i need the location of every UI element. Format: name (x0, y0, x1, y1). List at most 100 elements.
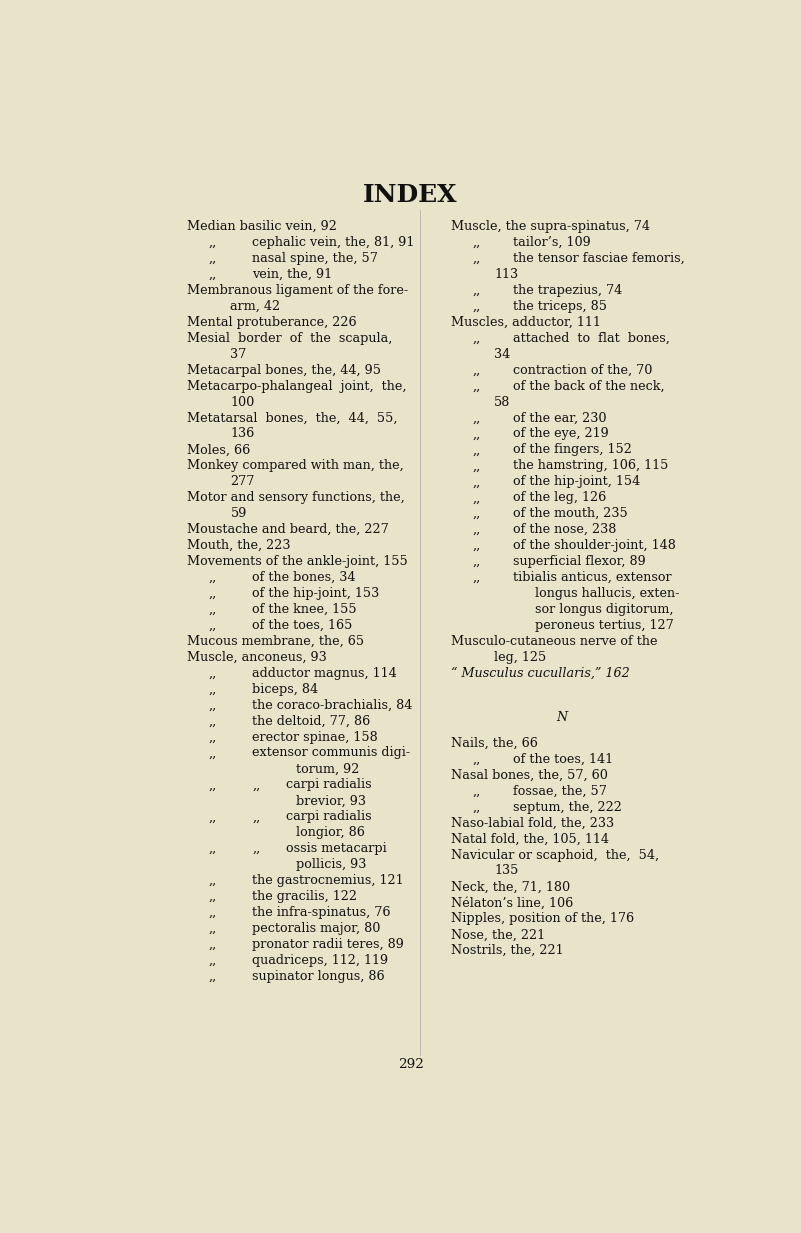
Text: 277: 277 (231, 475, 255, 488)
Text: longior, 86: longior, 86 (296, 826, 364, 840)
Text: ,,: ,, (209, 906, 217, 919)
Text: carpi radialis: carpi radialis (286, 810, 372, 824)
Text: ,,: ,, (473, 252, 481, 265)
Text: ,,: ,, (473, 539, 481, 552)
Text: Nose, the, 221: Nose, the, 221 (451, 928, 545, 941)
Text: superficial flexor, 89: superficial flexor, 89 (513, 555, 646, 568)
Text: vein, the, 91: vein, the, 91 (252, 268, 332, 281)
Text: ,,: ,, (209, 699, 217, 711)
Text: quadriceps, 112, 119: quadriceps, 112, 119 (252, 954, 388, 967)
Text: torum, 92: torum, 92 (296, 762, 359, 776)
Text: Metacarpo-phalangeal  joint,  the,: Metacarpo-phalangeal joint, the, (187, 380, 407, 392)
Text: of the shoulder-joint, 148: of the shoulder-joint, 148 (513, 539, 676, 552)
Text: ,,: ,, (473, 507, 481, 520)
Text: Nélaton’s line, 106: Nélaton’s line, 106 (451, 896, 573, 910)
Text: 100: 100 (231, 396, 255, 408)
Text: ,,: ,, (209, 667, 217, 679)
Text: ,,: ,, (209, 236, 217, 249)
Text: brevior, 93: brevior, 93 (296, 794, 366, 808)
Text: Moustache and beard, the, 227: Moustache and beard, the, 227 (187, 523, 388, 536)
Text: the coraco-brachialis, 84: the coraco-brachialis, 84 (252, 699, 413, 711)
Text: ,,: ,, (473, 236, 481, 249)
Text: Mouth, the, 223: Mouth, the, 223 (187, 539, 291, 552)
Text: ,,: ,, (473, 444, 481, 456)
Text: the gastrocnemius, 121: the gastrocnemius, 121 (252, 874, 404, 887)
Text: Median basilic vein, 92: Median basilic vein, 92 (187, 221, 337, 233)
Text: of the toes, 141: of the toes, 141 (513, 753, 613, 766)
Text: ,,: ,, (209, 715, 217, 727)
Text: the hamstring, 106, 115: the hamstring, 106, 115 (513, 460, 668, 472)
Text: Movements of the ankle-joint, 155: Movements of the ankle-joint, 155 (187, 555, 408, 568)
Text: contraction of the, 70: contraction of the, 70 (513, 364, 652, 376)
Text: Muscle, the supra-spinatus, 74: Muscle, the supra-spinatus, 74 (451, 221, 650, 233)
Text: “ Musculus cucullaris,” 162: “ Musculus cucullaris,” 162 (451, 667, 630, 679)
Text: erector spinae, 158: erector spinae, 158 (252, 730, 378, 743)
Text: septum, the, 222: septum, the, 222 (513, 800, 622, 814)
Text: ,,: ,, (209, 810, 217, 824)
Text: ,,: ,, (209, 268, 217, 281)
Text: longus hallucis, exten-: longus hallucis, exten- (535, 587, 679, 600)
Text: Moles, 66: Moles, 66 (187, 444, 250, 456)
Text: of the toes, 165: of the toes, 165 (252, 619, 352, 631)
Text: tibialis anticus, extensor: tibialis anticus, extensor (513, 571, 671, 584)
Text: Motor and sensory functions, the,: Motor and sensory functions, the, (187, 491, 405, 504)
Text: ,,: ,, (209, 874, 217, 887)
Text: Nostrils, the, 221: Nostrils, the, 221 (451, 944, 563, 957)
Text: ,,: ,, (473, 800, 481, 814)
Text: the infra-spinatus, 76: the infra-spinatus, 76 (252, 906, 391, 919)
Text: ,,: ,, (209, 587, 217, 600)
Text: ,,: ,, (473, 523, 481, 536)
Text: 34: 34 (494, 348, 510, 361)
Text: of the nose, 238: of the nose, 238 (513, 523, 616, 536)
Text: pectoralis major, 80: pectoralis major, 80 (252, 922, 380, 935)
Text: ,,: ,, (209, 252, 217, 265)
Text: Navicular or scaphoid,  the,  54,: Navicular or scaphoid, the, 54, (451, 848, 659, 862)
Text: fossae, the, 57: fossae, the, 57 (513, 784, 607, 798)
Text: Metatarsal  bones,  the,  44,  55,: Metatarsal bones, the, 44, 55, (187, 412, 397, 424)
Text: ,,: ,, (209, 603, 217, 616)
Text: ossis metacarpi: ossis metacarpi (286, 842, 387, 856)
Text: ,,: ,, (209, 842, 217, 856)
Text: Natal fold, the, 105, 114: Natal fold, the, 105, 114 (451, 832, 609, 846)
Text: Nails, the, 66: Nails, the, 66 (451, 737, 537, 750)
Text: supinator longus, 86: supinator longus, 86 (252, 970, 384, 983)
Text: Musculo-cutaneous nerve of the: Musculo-cutaneous nerve of the (451, 635, 658, 647)
Text: of the hip-joint, 154: of the hip-joint, 154 (513, 475, 640, 488)
Text: ,,: ,, (473, 284, 481, 297)
Text: adductor magnus, 114: adductor magnus, 114 (252, 667, 397, 679)
Text: ,,: ,, (209, 922, 217, 935)
Text: ,,: ,, (473, 380, 481, 392)
Text: biceps, 84: biceps, 84 (252, 683, 318, 695)
Text: ,,: ,, (252, 778, 260, 792)
Text: Mental protuberance, 226: Mental protuberance, 226 (187, 316, 356, 329)
Text: ,,: ,, (209, 571, 217, 584)
Text: ,,: ,, (473, 475, 481, 488)
Text: Metacarpal bones, the, 44, 95: Metacarpal bones, the, 44, 95 (187, 364, 381, 376)
Text: ,,: ,, (209, 938, 217, 951)
Text: leg, 125: leg, 125 (494, 651, 546, 663)
Text: 113: 113 (494, 268, 518, 281)
Text: of the leg, 126: of the leg, 126 (513, 491, 606, 504)
Text: ,,: ,, (473, 571, 481, 584)
Text: N: N (557, 711, 568, 724)
Text: of the mouth, 235: of the mouth, 235 (513, 507, 628, 520)
Text: ,,: ,, (209, 954, 217, 967)
Text: extensor communis digi-: extensor communis digi- (252, 746, 410, 760)
Text: ,,: ,, (473, 753, 481, 766)
Text: of the hip-joint, 153: of the hip-joint, 153 (252, 587, 380, 600)
Text: ,,: ,, (473, 491, 481, 504)
Text: 59: 59 (231, 507, 247, 520)
Text: ,,: ,, (252, 842, 260, 856)
Text: 292: 292 (397, 1058, 424, 1070)
Text: ,,: ,, (209, 746, 217, 760)
Text: ,,: ,, (473, 332, 481, 345)
Text: pronator radii teres, 89: pronator radii teres, 89 (252, 938, 404, 951)
Text: of the knee, 155: of the knee, 155 (252, 603, 356, 616)
Text: Nasal bones, the, 57, 60: Nasal bones, the, 57, 60 (451, 769, 608, 782)
Text: ,,: ,, (473, 555, 481, 568)
Text: Monkey compared with man, the,: Monkey compared with man, the, (187, 460, 404, 472)
Text: of the fingers, 152: of the fingers, 152 (513, 444, 632, 456)
Text: peroneus tertius, 127: peroneus tertius, 127 (535, 619, 674, 631)
Text: carpi radialis: carpi radialis (286, 778, 372, 792)
Text: Muscles, adductor, 111: Muscles, adductor, 111 (451, 316, 601, 329)
